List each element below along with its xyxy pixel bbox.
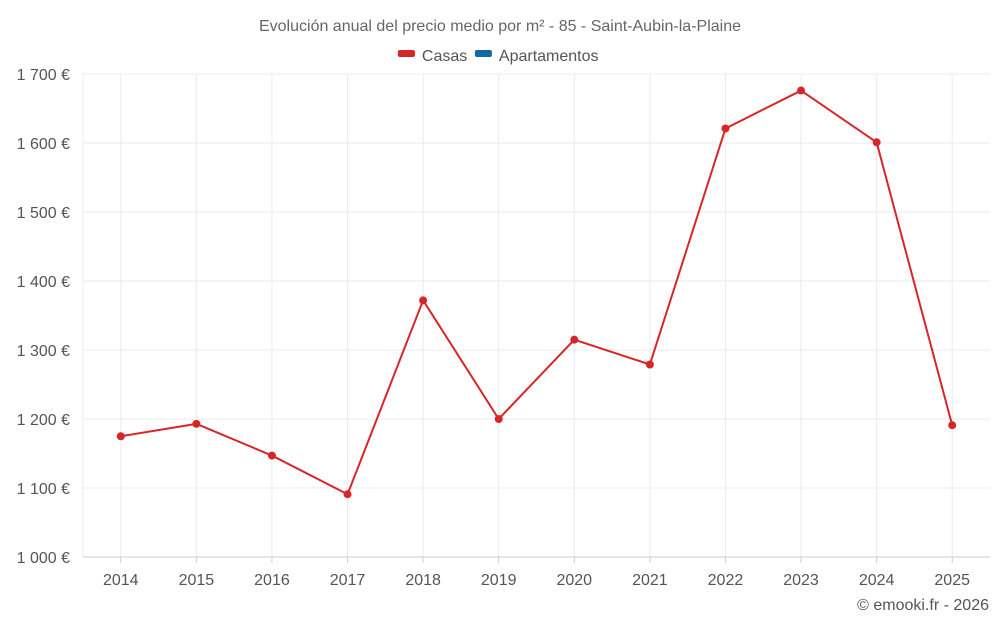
data-point[interactable]: [116, 432, 125, 441]
data-point[interactable]: [797, 86, 806, 95]
x-axis: 2014 2015 2016 2017 2018 2019 2020 2021 2022 2023…: [83, 556, 990, 589]
legend-item[interactable]: Apartamentos: [474, 48, 599, 65]
data-point[interactable]: [948, 421, 957, 430]
y-tick-label: 1 400 €: [17, 274, 70, 291]
data-point[interactable]: [343, 490, 352, 499]
y-tick-label: 1 300 €: [17, 343, 70, 360]
x-tick-label: 2019: [481, 572, 517, 589]
legend-item[interactable]: Casas: [397, 48, 467, 65]
x-tick-label: 2025: [934, 572, 970, 589]
legend-swatch: [397, 50, 415, 57]
y-tick-label: 1 700 €: [17, 67, 70, 84]
credit-text: © emooki.fr - 2026: [857, 597, 989, 614]
y-tick-label: 1 200 €: [17, 412, 70, 429]
x-tick-label: 2020: [556, 572, 592, 589]
x-tick-label: 2023: [783, 572, 819, 589]
y-tick-label: 1 500 €: [17, 205, 70, 222]
legend-label: Casas: [422, 48, 467, 65]
series-line-casas: [120, 89, 954, 496]
data-point[interactable]: [419, 296, 428, 305]
y-axis: 1 000 € 1 100 € 1 200 € 1 300 € 1 400 € 1 500…: [17, 67, 70, 567]
chart-title: Evolución anual del precio medio por m² …: [259, 18, 741, 35]
grid: [82, 73, 990, 557]
data-point[interactable]: [192, 419, 201, 428]
legend-swatch: [474, 50, 492, 57]
data-point[interactable]: [872, 138, 881, 147]
y-tick-label: 1 600 €: [17, 136, 70, 153]
x-tick-label: 2015: [179, 572, 215, 589]
data-point[interactable]: [645, 360, 654, 369]
data-point[interactable]: [267, 451, 276, 460]
data-point[interactable]: [570, 335, 579, 344]
x-tick-label: 2014: [103, 572, 139, 589]
y-tick-label: 1 000 €: [17, 550, 70, 567]
legend-label: Apartamentos: [499, 48, 599, 65]
series-layer: [116, 86, 957, 499]
data-point[interactable]: [494, 415, 503, 423]
legend[interactable]: Casas Apartamentos: [397, 48, 599, 65]
y-tick-label: 1 100 €: [17, 481, 70, 498]
x-tick-label: 2016: [254, 572, 290, 589]
data-point[interactable]: [721, 124, 730, 133]
x-tick-label: 2022: [708, 572, 744, 589]
x-tick-label: 2018: [405, 572, 441, 589]
x-tick-label: 2021: [632, 572, 668, 589]
x-tick-label: 2024: [859, 572, 895, 589]
x-tick-label: 2017: [330, 572, 366, 589]
